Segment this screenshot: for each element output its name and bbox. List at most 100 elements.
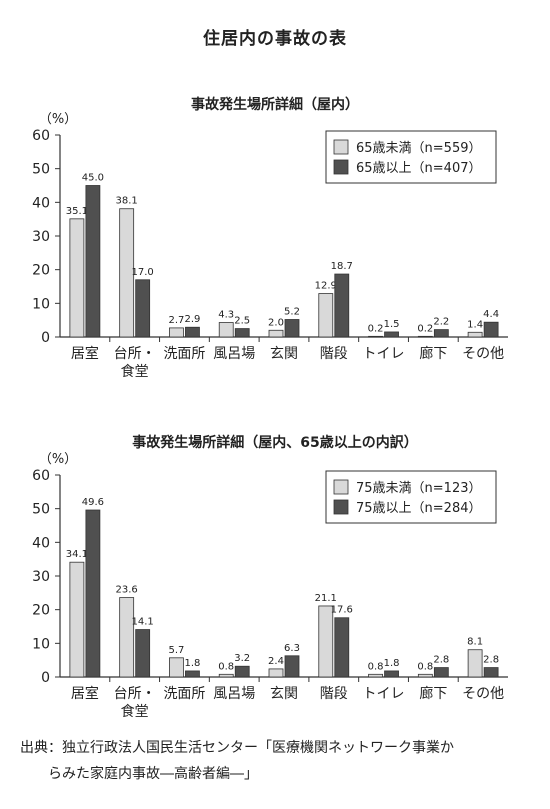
bar-value-label: 1.8 [184,658,200,669]
bar [69,218,85,338]
bar [169,657,184,678]
legend-label: 65歳未満（n=559） [356,141,482,156]
y-tick-label: 0 [41,670,50,686]
bar-value-label: 5.2 [284,306,300,317]
bar [318,293,334,338]
chart-indoor-accidents-svg: 事故発生場所詳細（屋内） （%） 0 10 20 30 40 50 60 35.1 45.0 居室 38… [32,96,508,380]
bar-value-label: 1.4 [467,319,483,330]
legend-swatch [333,159,349,175]
bar-value-label: 38.1 [116,196,138,207]
legend-swatch [333,479,349,495]
bar-value-label: 2.2 [433,317,449,328]
chart-title: 事故発生場所詳細（屋内） [191,96,359,113]
category-label: トイレ [363,346,405,362]
category-label: 居室 [71,345,99,362]
bar [318,605,334,678]
legend-label: 75歳未満（n=123） [356,481,482,496]
bar-value-label: 2.8 [483,655,499,666]
y-tick-label: 20 [32,603,50,619]
bar [119,208,135,338]
bar-value-label: 3.2 [234,653,250,664]
bar-value-label: 0.2 [368,323,384,334]
bar-value-label: 35.1 [66,206,88,217]
bar-value-label: 17.0 [132,267,154,278]
legend-swatch [333,139,349,155]
category-label: 階段 [320,346,348,362]
category-label: 食堂 [121,363,149,380]
bar-value-label: 6.3 [284,643,300,654]
category-label: 廊下 [419,345,447,362]
legend-box [325,130,497,184]
category-label: トイレ [363,686,405,702]
bar-value-label: 8.1 [467,637,483,648]
category-label: 台所・ [114,346,156,362]
bar [85,185,101,338]
bar-value-label: 17.6 [331,605,353,616]
category-label: 風呂場 [213,346,255,362]
bar-value-label: 49.6 [82,497,104,508]
bar [384,670,399,678]
bar-value-label: 0.2 [417,323,433,334]
bar [169,327,184,338]
category-label: 風呂場 [213,686,255,702]
bar-value-label: 2.5 [234,316,250,327]
bar-value-label: 23.6 [116,585,138,596]
chart-indoor-accidents-65plus-svg: 事故発生場所詳細（屋内、65歳以上の内訳） （%） 0 10 20 30 40 50 60 34.… [32,434,508,720]
bar-value-label: 4.3 [218,310,234,321]
y-axis-unit-label: （%） [39,112,77,127]
bar [368,673,383,678]
y-tick-label: 40 [32,195,50,211]
chart-indoor-accidents: 事故発生場所詳細（屋内） （%） 0 10 20 30 40 50 60 35.1 45.0 居室 38… [0,0,550,400]
bar [234,328,250,338]
page-title: 住居内の事故の表 [203,29,347,49]
category-label: 玄関 [270,685,298,702]
y-tick-label: 10 [32,636,50,652]
bar [218,673,234,678]
bar [85,509,101,678]
legend-label: 75歳以上（n=284） [356,501,482,516]
bar [119,597,135,678]
y-tick-label: 30 [32,569,50,585]
source-line-2: らみた家庭内事故―高齢者編―」 [48,766,258,782]
bar [467,649,483,678]
bar [218,322,234,338]
bar-value-label: 2.8 [433,655,449,666]
chart-indoor-accidents-65plus: 事故発生場所詳細（屋内、65歳以上の内訳） （%） 0 10 20 30 40 50 60 34.… [32,434,508,720]
source-note: 出典：独立行政法人国民生活センター「医療機関ネットワーク事業か らみた家庭内事故… [20,735,540,787]
category-label: 階段 [320,686,348,702]
legend-label: 65歳以上（n=407） [356,161,482,176]
bar [368,335,383,338]
category-label: その他 [462,346,504,362]
bar-value-label: 1.5 [384,319,400,330]
category-label: 居室 [71,685,99,702]
bar-value-label: 12.9 [315,281,337,292]
bar [268,329,284,338]
bar-value-label: 2.7 [168,315,184,326]
bar [234,665,250,678]
bar-value-label: 2.4 [268,656,284,667]
bar [433,329,449,338]
bar [69,561,85,678]
bar-value-label: 34.1 [66,549,88,560]
bar [284,319,300,338]
chart-title: 事故発生場所詳細（屋内、65歳以上の内訳） [132,434,417,451]
bar-value-label: 14.1 [132,617,154,628]
category-label: 台所・ [114,686,156,702]
y-tick-label: 40 [32,535,50,551]
bar [185,670,200,678]
category-label: その他 [462,686,504,702]
bar [268,668,284,678]
category-label: 食堂 [121,703,149,720]
bar [135,279,151,338]
bar-value-label: 1.8 [384,658,400,669]
bar-value-label: 45.0 [82,173,104,184]
category-label: 洗面所 [163,686,205,702]
bar [417,335,433,338]
bar-value-label: 21.1 [315,593,337,604]
bar-value-label: 5.7 [168,645,184,656]
y-tick-label: 60 [32,128,50,144]
bar [433,667,449,678]
bar-value-label: 0.8 [368,661,384,672]
bar-value-label: 0.8 [218,661,234,672]
bar-value-label: 4.4 [483,309,499,320]
